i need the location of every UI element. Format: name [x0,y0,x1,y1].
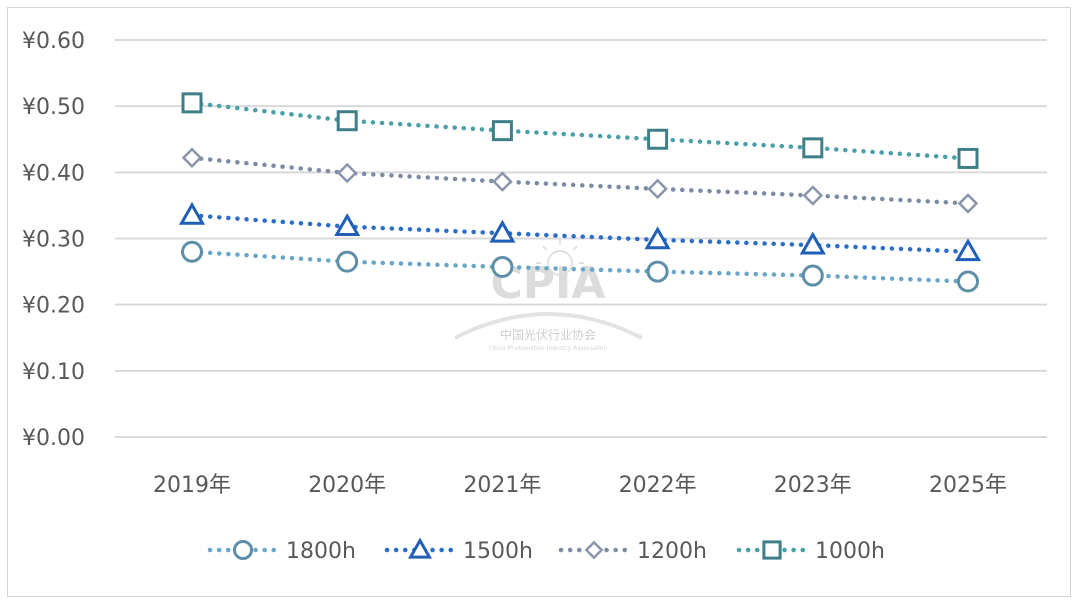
series-line [189,100,971,161]
data-point [181,240,203,263]
legend-label: 1500h [463,539,533,564]
watermark-arc [454,312,643,340]
x-tick-label: 2020年 [308,473,386,498]
x-tick-label: 2022年 [619,473,697,498]
data-point [957,193,979,214]
data-point [181,147,203,169]
y-tick-label: ¥0.00 [22,426,85,451]
data-point [491,120,513,142]
y-tick-label: ¥0.50 [22,95,85,120]
x-axis-tick-labels: 2019年 2020年 2021年 2022年 2023年 2025年 [153,473,1007,498]
data-point [957,147,979,169]
data-point [489,219,516,243]
series-1200h [181,147,979,214]
legend-marker [407,537,433,559]
y-tick-label: ¥0.10 [22,360,85,385]
series-line [189,213,971,254]
series-line [189,155,971,206]
data-point [802,137,824,159]
y-tick-label: ¥0.60 [22,29,85,54]
legend-item: 1500h [384,537,533,564]
series-1500h [178,201,982,262]
y-tick-label: ¥0.20 [22,294,85,319]
legend-label: 1800h [286,539,356,564]
sun-logo-icon [536,240,584,276]
data-point [957,270,979,293]
y-axis-tick-labels: ¥0.00 ¥0.10 ¥0.20 ¥0.30 ¥0.40 ¥0.50 ¥0.60 [22,29,85,451]
watermark-org-name-en: China Photovoltaic Industry Association [489,345,608,352]
legend-item: 1200h [558,539,707,564]
legend: 1800h 1500h 1200h 1000h [207,537,885,564]
series-group [178,92,982,293]
data-point [336,110,358,132]
data-point [646,260,669,283]
legend-item: 1000h [736,539,885,564]
series-line [189,249,971,284]
data-point [799,231,826,255]
data-point [181,92,203,114]
data-point [954,238,982,262]
data-point [336,162,358,184]
data-point [644,226,671,250]
legend-marker [762,540,782,560]
data-point [178,201,206,225]
cpia-watermark: CPIA 中国光伏行业协会 China Photovoltaic Industr… [454,240,643,352]
x-tick-label: 2025年 [929,473,1007,498]
y-tick-label: ¥0.30 [22,228,85,253]
legend-marker [584,540,604,560]
data-point [336,250,359,273]
data-point [334,213,361,236]
legend-label: 1200h [637,539,707,564]
watermark-org-name: 中国光伏行业协会 [500,327,596,342]
data-point [647,128,669,150]
legend-marker [232,539,254,561]
gridlines [115,39,1047,438]
data-point [801,264,824,287]
legend-item: 1800h [207,539,356,564]
y-tick-label: ¥0.40 [22,161,85,186]
x-tick-label: 2021年 [463,473,541,498]
x-tick-label: 2023年 [774,473,852,498]
data-point [492,171,513,192]
legend-label: 1000h [815,539,885,564]
series-1800h [181,240,979,293]
data-point [802,185,824,206]
series-1000h [181,92,979,169]
data-point [491,255,514,278]
x-tick-label: 2019年 [153,473,231,498]
data-point [647,178,668,200]
